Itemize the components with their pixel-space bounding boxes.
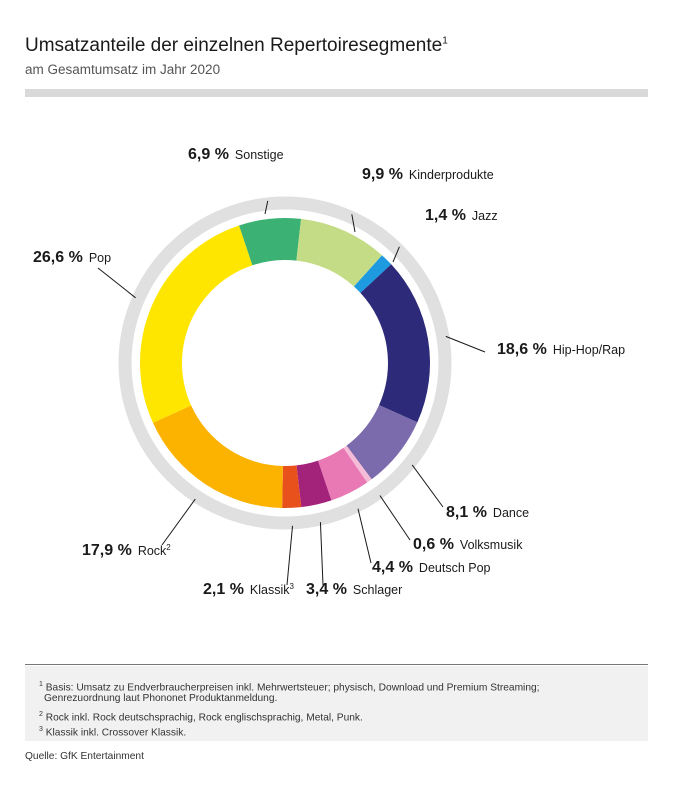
slice-label-jazz: 1,4 % Jazz (425, 207, 498, 224)
chart-title-text: Umsatzanteile der einzelnen Repertoirese… (25, 35, 443, 56)
leader-line-sonstige (264, 200, 269, 215)
slice-category-label: Rock (138, 544, 167, 558)
slice-label-pop: 26,6 % Pop (33, 249, 111, 266)
chart-title-footnote-mark: 1 (442, 35, 448, 47)
slice-category-label: Volksmusik (460, 538, 523, 552)
footnote-2: 2 Rock inkl. Rock deutschsprachig, Rock … (39, 708, 363, 725)
header-divider (25, 89, 648, 97)
footnotes-box: 1 Basis: Umsatz zu Endverbraucherpreisen… (25, 666, 648, 741)
slice-value-label: 17,9 % (82, 542, 132, 559)
footnote-1: 1 Basis: Umsatz zu Endverbraucherpreisen… (39, 678, 540, 695)
slice-value-label: 26,6 % (33, 249, 83, 266)
slice-value-label: 4,4 % (372, 559, 413, 576)
source-note: Quelle: GfK Entertainment (25, 751, 144, 762)
slice-category-label: Sonstige (235, 148, 284, 162)
leader-lines (97, 200, 486, 586)
footnote-mark: 3 (39, 726, 43, 733)
slice-category-label: Jazz (472, 209, 498, 223)
slice-label-schlager: 3,4 % Schlager (306, 581, 402, 598)
slice-schlager (296, 460, 332, 508)
slice-sonstige (238, 217, 302, 266)
slice-category-label: Pop (89, 251, 111, 265)
slice-label-sonstige: 6,9 % Sonstige (188, 146, 284, 163)
footnote-text: Klassik inkl. Crossover Klassik. (45, 727, 187, 739)
slice-kinderprodukte (296, 218, 383, 287)
slice-label-footnote-mark: 3 (290, 582, 295, 591)
leader-line-schlager (319, 522, 324, 586)
slice-label-rock: 17,9 % Rock2 (82, 542, 171, 559)
slice-value-label: 8,1 % (446, 504, 487, 521)
footnote-mark: 2 (39, 711, 43, 718)
leader-line-volksmusik (379, 495, 411, 541)
donut-track-ring (118, 196, 452, 530)
footnote-text: Basis: Umsatz zu Endverbraucherpreisen i… (45, 682, 540, 694)
slice-label-hip-hop-rap: 18,6 % Hip-Hop/Rap (497, 341, 625, 358)
chart-subtitle: am Gesamtumsatz im Jahr 2020 (25, 62, 221, 77)
leader-line-deutsch-pop (357, 508, 372, 564)
slice-labels: 6,9 % Sonstige 9,9 % Kinderprodukte 1,4 % Jaz… (33, 146, 625, 598)
slice-category-label: Kinderprodukte (409, 168, 494, 182)
slice-label-dance: 8,1 % Dance (446, 504, 529, 521)
slice-jazz (353, 255, 392, 293)
leader-line-jazz (392, 246, 400, 263)
leader-line-rock (161, 498, 196, 546)
slice-hip-hop-rap (360, 264, 430, 423)
slice-category-label: Deutsch Pop (419, 561, 491, 575)
footnote-divider (25, 664, 648, 665)
slice-dance (346, 405, 418, 480)
footnote-mark: 1 (39, 681, 43, 688)
leader-line-pop (97, 267, 136, 299)
slice-value-label: 9,9 % (362, 166, 403, 183)
footnote-1-continued: Genrezuordnung laut Phononet Produktanme… (44, 692, 277, 706)
slice-category-label: Klassik (250, 583, 290, 597)
chart-title: Umsatzanteile der einzelnen Repertoirese… (25, 35, 448, 57)
slice-category-label: Hip-Hop/Rap (553, 343, 625, 357)
footnote-3: 3 Klassik inkl. Crossover Klassik. (39, 723, 186, 740)
slice-label-footnote-mark: 2 (166, 543, 171, 552)
donut-slices (140, 217, 430, 508)
slice-label-klassik: 2,1 % Klassik3 (203, 581, 295, 598)
slice-volksmusik (343, 445, 372, 483)
slice-category-label: Schlager (353, 583, 402, 597)
slice-deutsch-pop (317, 447, 368, 501)
footnote-text: Rock inkl. Rock deutschsprachig, Rock en… (45, 712, 363, 724)
slice-category-label: Dance (493, 506, 529, 520)
slice-value-label: 2,1 % (203, 581, 244, 598)
donut-chart: 6,9 % Sonstige 9,9 % Kinderprodukte 1,4 % Jaz… (33, 146, 625, 598)
slice-pop (140, 225, 253, 423)
slice-value-label: 0,6 % (413, 536, 454, 553)
slice-label-kinderprodukte: 9,9 % Kinderprodukte (362, 166, 494, 183)
slice-value-label: 1,4 % (425, 207, 466, 224)
slice-value-label: 3,4 % (306, 581, 347, 598)
leader-line-kinderprodukte (351, 214, 356, 233)
slice-value-label: 18,6 % (497, 341, 547, 358)
footnote-text: Genrezuordnung laut Phononet Produktanme… (44, 693, 278, 704)
leader-line-hip-hop-rap (445, 335, 486, 353)
slice-label-volksmusik: 0,6 % Volksmusik (413, 536, 523, 553)
slice-label-deutsch-pop: 4,4 % Deutsch Pop (372, 559, 491, 576)
slice-klassik (282, 465, 302, 508)
slice-value-label: 6,9 % (188, 146, 229, 163)
slice-rock (152, 405, 283, 508)
leader-line-dance (411, 464, 444, 508)
leader-line-klassik (286, 525, 294, 586)
